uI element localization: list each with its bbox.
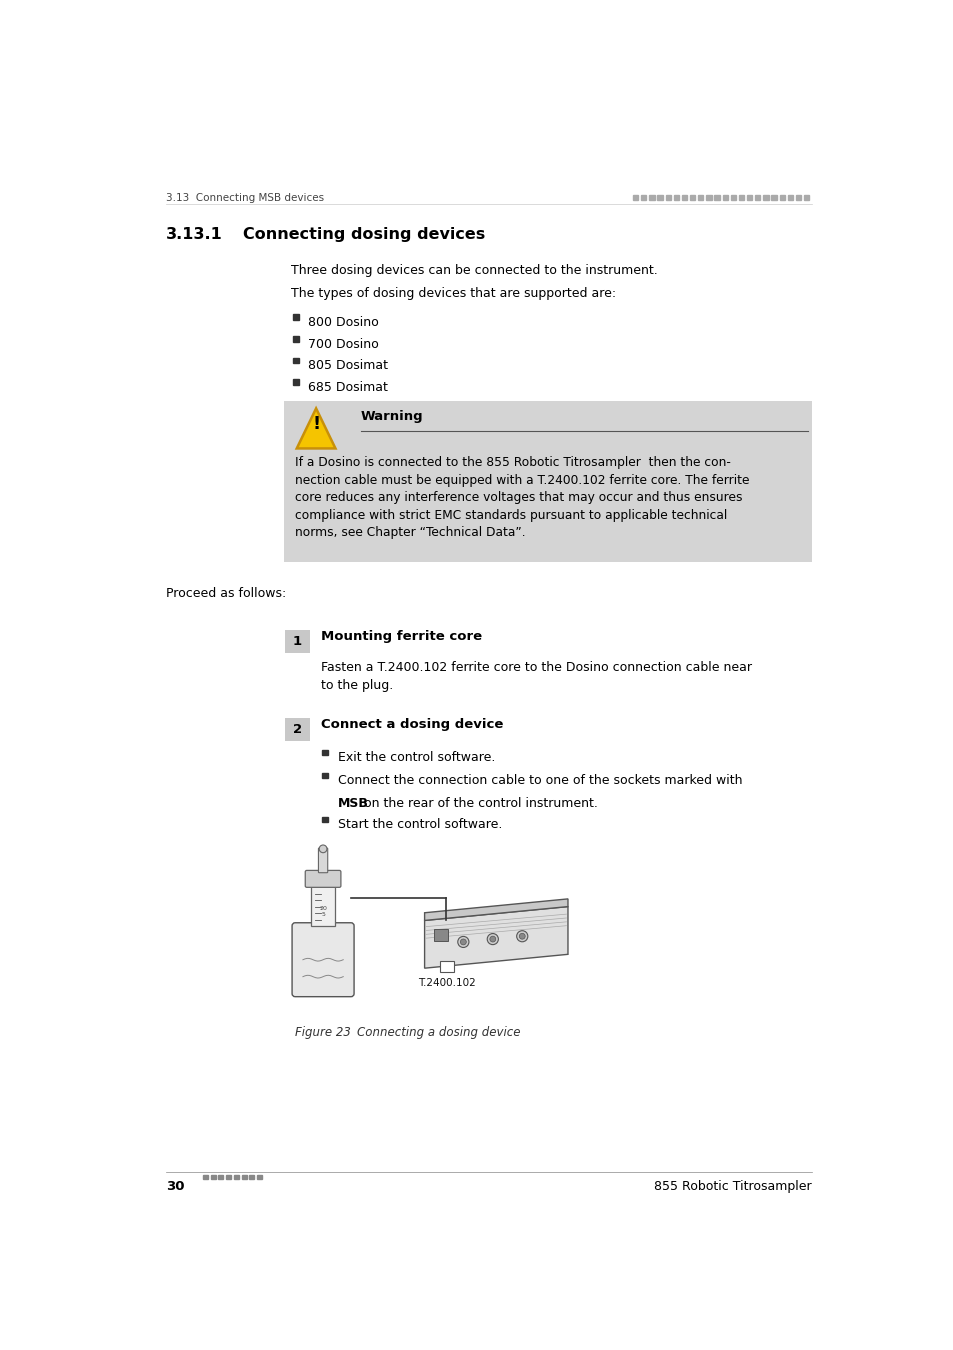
Bar: [203, 1174, 208, 1179]
Bar: [705, 196, 711, 200]
Circle shape: [489, 936, 496, 942]
Bar: [218, 1174, 223, 1179]
Bar: [787, 196, 792, 200]
Bar: [257, 1174, 262, 1179]
Bar: [322, 817, 328, 822]
Text: T.2400.102: T.2400.102: [417, 979, 476, 988]
Text: 2: 2: [293, 724, 302, 736]
Bar: [434, 929, 447, 941]
Circle shape: [319, 845, 327, 853]
Circle shape: [518, 933, 525, 940]
Bar: [738, 196, 743, 200]
FancyBboxPatch shape: [292, 923, 354, 996]
Text: 805 Dosimat: 805 Dosimat: [308, 359, 388, 373]
Text: Fasten a T.2400.102 ferrite core to the Dosino connection cable near
to the plug: Fasten a T.2400.102 ferrite core to the …: [320, 662, 751, 693]
Text: 1: 1: [293, 636, 302, 648]
Bar: [771, 196, 776, 200]
Text: Connect the connection cable to one of the sockets marked with: Connect the connection cable to one of t…: [337, 774, 741, 787]
Text: Three dosing devices can be connected to the instrument.: Three dosing devices can be connected to…: [291, 263, 658, 277]
Text: Start the control software.: Start the control software.: [337, 818, 501, 832]
Text: 3.13  Connecting MSB devices: 3.13 Connecting MSB devices: [166, 193, 323, 202]
Text: 3.13.1: 3.13.1: [166, 227, 222, 243]
Bar: [779, 196, 784, 200]
Bar: [293, 379, 298, 385]
Text: on the rear of the control instrument.: on the rear of the control instrument.: [359, 798, 598, 810]
Bar: [649, 196, 654, 200]
Bar: [803, 196, 808, 200]
Bar: [795, 196, 801, 200]
Polygon shape: [296, 409, 335, 448]
Bar: [689, 196, 695, 200]
Text: 700 Dosino: 700 Dosino: [308, 338, 378, 351]
Bar: [285, 630, 310, 653]
Bar: [755, 196, 760, 200]
Bar: [657, 196, 662, 200]
Bar: [633, 196, 638, 200]
Text: If a Dosino is connected to the 855 Robotic Titrosampler  then the con-
nection : If a Dosino is connected to the 855 Robo…: [294, 456, 749, 539]
Text: 20
5: 20 5: [319, 906, 327, 917]
Bar: [322, 772, 328, 779]
Text: Exit the control software.: Exit the control software.: [337, 751, 495, 764]
Bar: [285, 718, 310, 741]
FancyBboxPatch shape: [305, 871, 340, 887]
Bar: [698, 196, 702, 200]
Bar: [233, 1174, 239, 1179]
Text: Proceed as follows:: Proceed as follows:: [166, 587, 286, 599]
Bar: [293, 358, 298, 363]
Text: Connecting dosing devices: Connecting dosing devices: [243, 227, 485, 243]
Bar: [439, 961, 454, 972]
Text: 855 Robotic Titrosampler: 855 Robotic Titrosampler: [654, 1180, 811, 1193]
Bar: [762, 196, 768, 200]
Text: MSB: MSB: [337, 798, 368, 810]
Circle shape: [517, 930, 527, 942]
Text: 30: 30: [166, 1180, 184, 1193]
Bar: [665, 196, 670, 200]
Bar: [241, 1174, 247, 1179]
Bar: [311, 886, 335, 926]
Polygon shape: [424, 899, 567, 921]
Bar: [721, 196, 727, 200]
Text: 685 Dosimat: 685 Dosimat: [308, 381, 388, 394]
Bar: [730, 196, 735, 200]
Bar: [293, 315, 298, 320]
Text: 800 Dosino: 800 Dosino: [308, 316, 378, 329]
Text: Warning: Warning: [360, 410, 423, 423]
Bar: [211, 1174, 215, 1179]
Text: Mounting ferrite core: Mounting ferrite core: [320, 630, 481, 643]
Bar: [226, 1174, 231, 1179]
Bar: [249, 1174, 254, 1179]
Circle shape: [457, 937, 469, 948]
Text: !: !: [312, 414, 320, 432]
Bar: [322, 749, 328, 755]
Bar: [283, 401, 811, 563]
FancyBboxPatch shape: [318, 848, 328, 872]
Polygon shape: [424, 907, 567, 968]
Text: Connect a dosing device: Connect a dosing device: [320, 718, 502, 730]
Circle shape: [460, 940, 466, 945]
Bar: [714, 196, 719, 200]
Bar: [746, 196, 752, 200]
Text: Figure 23: Figure 23: [294, 1026, 351, 1040]
Bar: [640, 196, 646, 200]
Bar: [673, 196, 679, 200]
Text: The types of dosing devices that are supported are:: The types of dosing devices that are sup…: [291, 286, 616, 300]
Bar: [293, 336, 298, 342]
Bar: [681, 196, 686, 200]
Circle shape: [487, 934, 497, 945]
Text: Connecting a dosing device: Connecting a dosing device: [356, 1026, 520, 1040]
